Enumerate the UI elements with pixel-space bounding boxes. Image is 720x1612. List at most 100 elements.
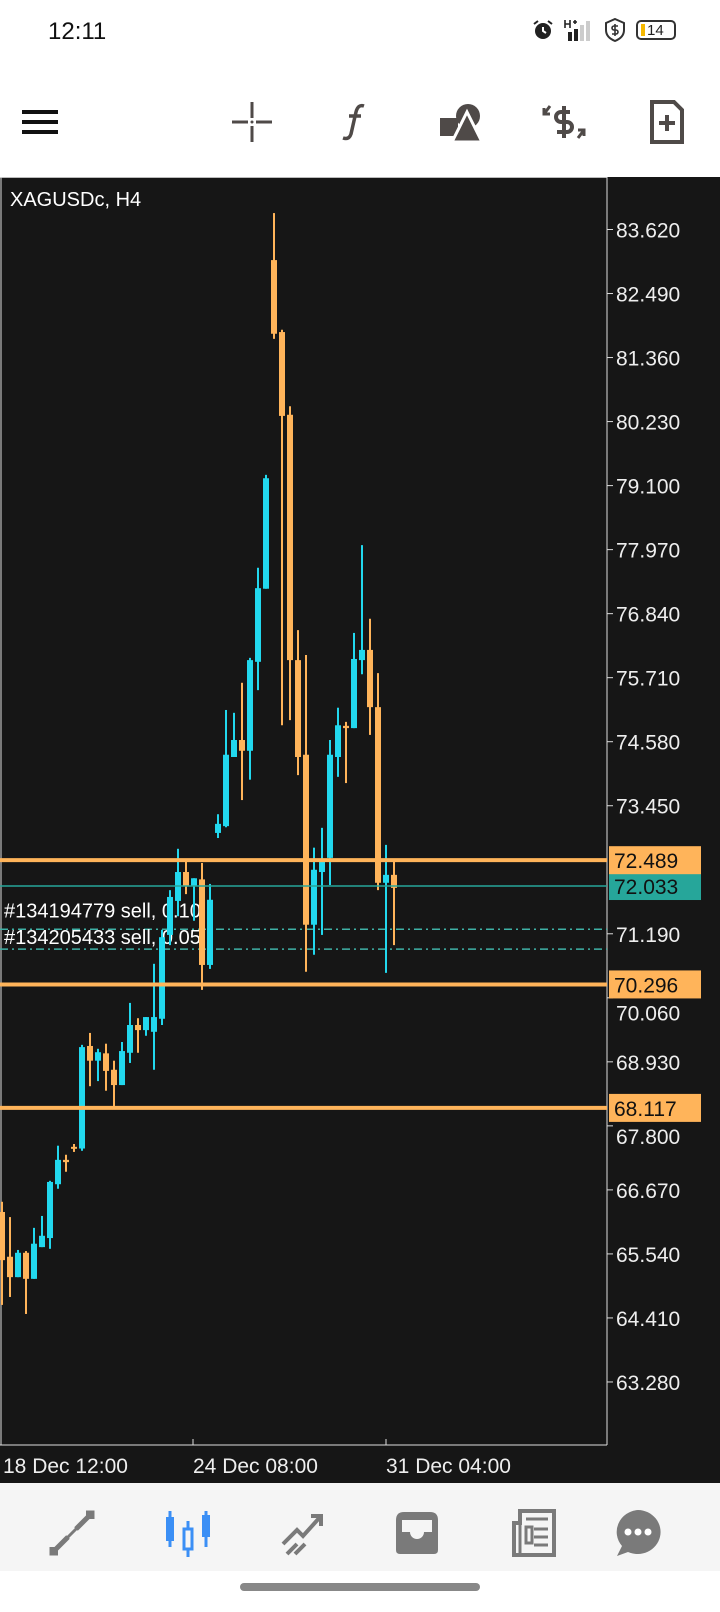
new-order-button[interactable] — [643, 98, 691, 146]
crosshair-icon — [232, 102, 272, 142]
bear-candle — [391, 874, 397, 888]
time-label: 24 Dec 08:00 — [193, 1455, 318, 1478]
bull-candle — [231, 740, 237, 758]
alarm-icon — [533, 20, 553, 39]
bear-candle — [271, 260, 277, 334]
chart-icon — [166, 1511, 210, 1557]
bull-candle — [47, 1181, 53, 1239]
bear-candle — [71, 1146, 77, 1149]
bull-candle — [263, 478, 269, 589]
bull-candle — [95, 1052, 101, 1061]
bear-candle — [87, 1045, 93, 1061]
price-tick-label: 70.060 — [616, 1002, 680, 1025]
level-price-badge — [609, 970, 701, 999]
nav-messages[interactable] — [613, 1508, 663, 1558]
order-label: #134205433 sell, 0.05 — [4, 927, 201, 949]
menu-button[interactable] — [16, 98, 64, 146]
bull-candle — [311, 869, 317, 925]
bull-candle — [159, 937, 165, 1019]
level-price-label: 70.296 — [614, 974, 678, 997]
order-label: #134194779 sell, 0.10 — [4, 900, 201, 922]
nav-trade[interactable] — [277, 1508, 327, 1558]
bull-candle — [255, 588, 261, 662]
bear-candle — [23, 1252, 29, 1279]
nav-news[interactable] — [508, 1508, 558, 1558]
new-order-icon — [650, 100, 684, 144]
price-tick-label: 74.580 — [616, 732, 680, 755]
price-tick-label: 82.490 — [616, 284, 680, 307]
price-tick-label: 79.100 — [616, 476, 680, 499]
price-tick-label: 71.190 — [616, 924, 680, 947]
bear-candle — [239, 740, 245, 751]
function-icon — [342, 103, 365, 141]
nav-quotes[interactable] — [47, 1508, 97, 1558]
current-price-label: 72.033 — [614, 876, 678, 899]
price-tick-label: 63.280 — [616, 1372, 680, 1395]
trade-icon — [281, 1514, 323, 1556]
home-indicator[interactable] — [240, 1583, 480, 1591]
bull-candle — [359, 649, 365, 661]
price-tick-label: 64.410 — [616, 1308, 680, 1331]
bull-candle — [79, 1047, 85, 1149]
bear-candle — [135, 1025, 141, 1031]
objects-icon — [440, 104, 482, 142]
bull-candle — [143, 1017, 149, 1031]
nav-chart[interactable] — [163, 1508, 213, 1558]
bear-candle — [111, 1069, 117, 1086]
bear-candle — [279, 332, 285, 416]
shield-dollar-icon — [605, 18, 625, 42]
bull-candle — [207, 899, 213, 965]
bear-candle — [7, 1256, 13, 1278]
bull-candle — [167, 896, 173, 935]
time-label: 18 Dec 12:00 — [3, 1455, 128, 1478]
level-price-label: 68.117 — [614, 1098, 677, 1121]
bear-candle — [199, 879, 205, 965]
price-tick-label: 66.670 — [616, 1180, 680, 1203]
bull-candle — [55, 1159, 61, 1185]
price-tick-label: 68.930 — [616, 1052, 680, 1075]
chart-area[interactable]: 83.620 82.490 81.360 80.230 79.100 77.970 76.8… — [0, 177, 720, 1483]
level-price-badge — [609, 1093, 701, 1122]
bottom-nav — [0, 1483, 720, 1571]
symbol-label: XAGUSDc, H4 — [10, 189, 141, 211]
crosshair-button[interactable] — [228, 98, 276, 146]
current-price-badge — [609, 873, 701, 901]
bull-candle — [223, 754, 229, 827]
bull-candle — [39, 1235, 45, 1248]
price-tick-label: 77.970 — [616, 540, 680, 563]
bear-candle — [375, 707, 381, 883]
bear-candle — [0, 1211, 5, 1261]
menu-icon — [22, 110, 58, 134]
quotes-icon — [49, 1510, 95, 1556]
messages-icon — [616, 1510, 661, 1556]
nav-history[interactable] — [392, 1508, 442, 1558]
trade-button[interactable] — [540, 98, 588, 146]
time-label: 31 Dec 04:00 — [386, 1455, 511, 1478]
bull-candle — [327, 754, 333, 858]
price-tick-label: 76.840 — [616, 604, 680, 627]
candlestick-chart[interactable]: 83.620 82.490 81.360 80.230 79.100 77.970 76.8… — [0, 177, 720, 1483]
signal-h-plus-icon — [564, 20, 590, 41]
bull-candle — [335, 725, 341, 758]
bull-candle — [215, 823, 221, 833]
bear-candle — [343, 725, 349, 729]
price-tick-label: 83.620 — [616, 220, 680, 243]
bear-candle — [63, 1159, 69, 1163]
price-tick-label: 75.710 — [616, 668, 680, 691]
price-tick-label: 73.450 — [616, 796, 680, 819]
battery-level: 14 — [647, 21, 664, 39]
bull-candle — [15, 1252, 21, 1278]
bull-candle — [119, 1051, 125, 1086]
bull-candle — [191, 878, 197, 887]
bear-candle — [303, 754, 309, 925]
objects-button[interactable] — [436, 98, 484, 146]
status-time: 12:11 — [48, 18, 107, 45]
status-icons: 14 — [532, 18, 676, 42]
bear-candle — [367, 649, 373, 708]
indicators-button[interactable] — [331, 98, 379, 146]
level-price-label: 72.489 — [614, 850, 678, 873]
price-tick-label: 67.800 — [616, 1126, 680, 1149]
bull-candle — [127, 1025, 133, 1053]
level-price-badge — [609, 846, 701, 875]
bull-candle — [31, 1243, 37, 1279]
